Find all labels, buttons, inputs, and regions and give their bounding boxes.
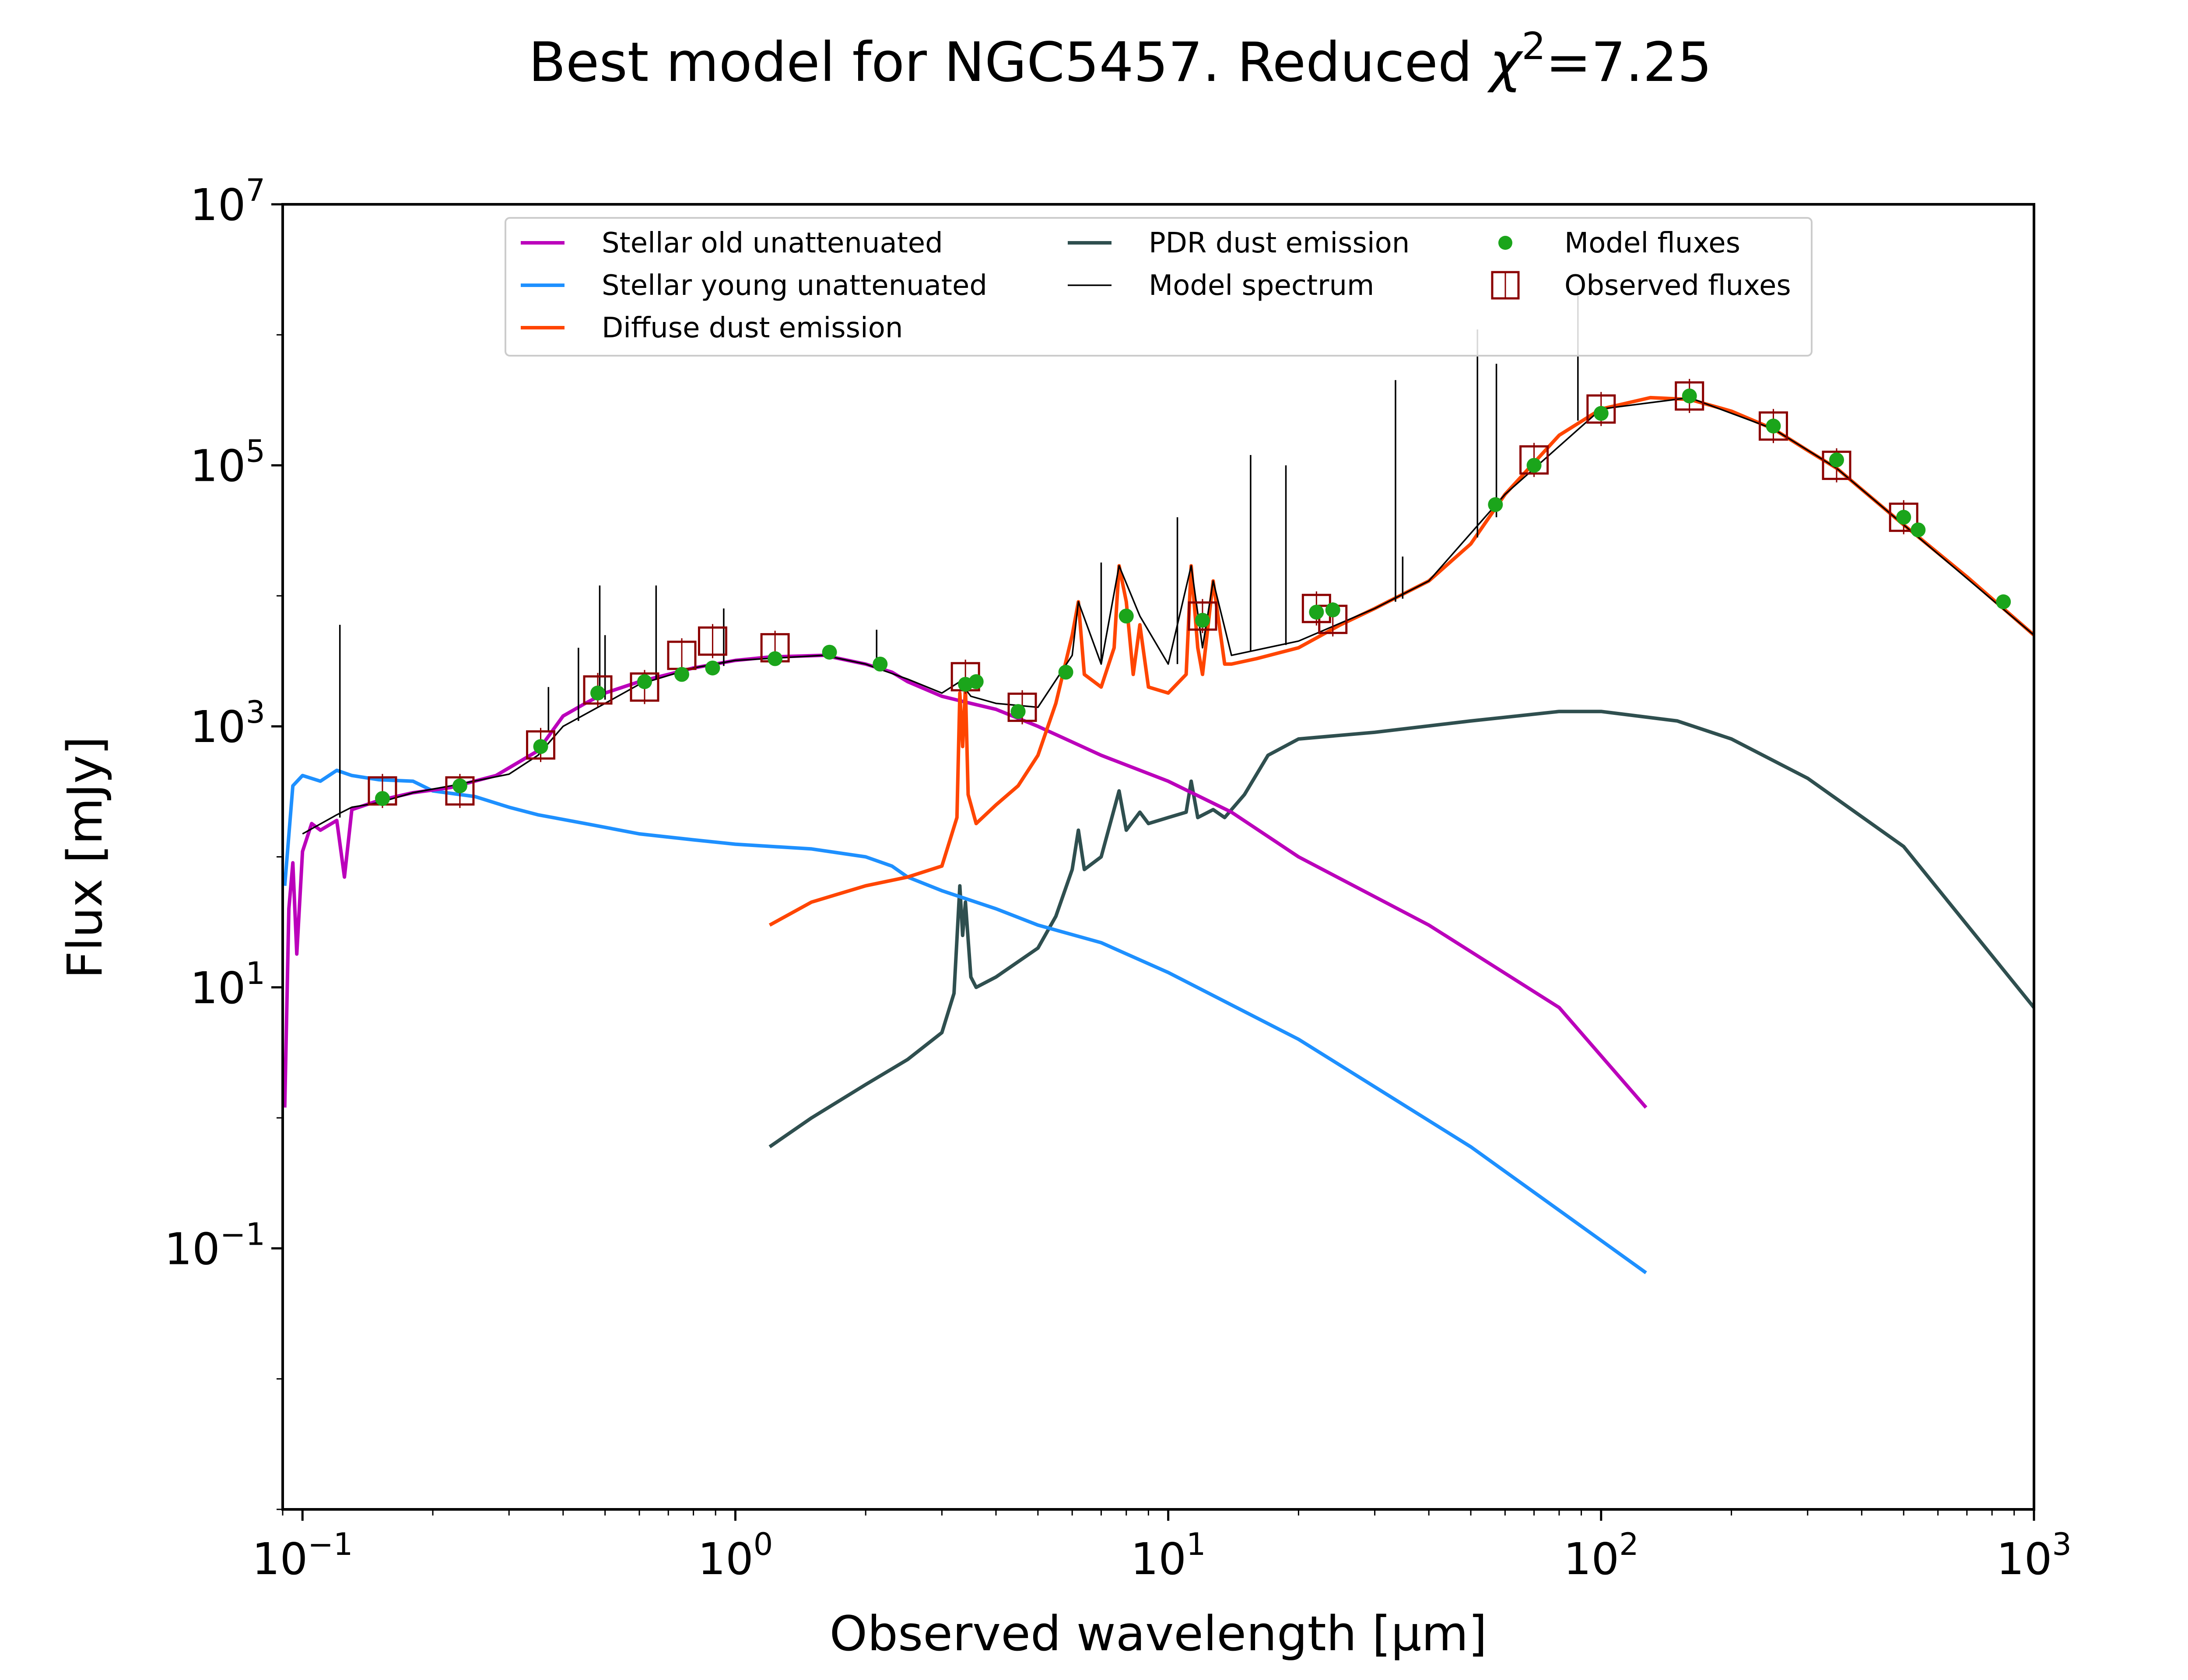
legend: Stellar old unattenuated Stellar young un… (505, 217, 1813, 357)
series-stellar-young-unattenuated (283, 768, 1647, 1274)
model-flux-12 (1010, 704, 1026, 719)
legend-item-6: Observed fluxes (1491, 270, 1791, 302)
model-flux-23 (1829, 452, 1844, 468)
model-flux-20 (1593, 406, 1609, 421)
legend-label-1: Stellar young unattenuated (602, 270, 987, 302)
series-stellar-old-unattenuated (283, 653, 1648, 1109)
legend-label-2: Diffuse dust emission (602, 312, 903, 344)
legend-label-5: Model fluxes (1564, 227, 1740, 259)
model-flux-16 (1309, 605, 1324, 620)
legend-label-0: Stellar old unattenuated (602, 227, 943, 259)
legend-item-3: PDR dust emission (1068, 227, 1410, 259)
model-flux-11 (968, 674, 984, 690)
markers-layer (368, 379, 2011, 808)
model-flux-24 (1896, 510, 1911, 525)
y-tick-label-1: 101 (190, 956, 265, 1014)
legend-item-1: Stellar young unattenuated (521, 270, 987, 302)
model-flux-1 (452, 778, 467, 794)
y-tick-label-2: 103 (190, 694, 265, 752)
model-flux-26 (1996, 594, 2011, 609)
model-flux-7 (768, 651, 783, 666)
legend-label-4: Model spectrum (1149, 270, 1374, 302)
model-flux-6 (705, 660, 720, 676)
x-tick-label-1: 100 (698, 1526, 773, 1585)
model-flux-22 (1766, 418, 1781, 434)
legend-box (505, 217, 1813, 357)
model-flux-9 (873, 656, 888, 672)
model-flux-25 (1911, 522, 1926, 538)
y-tick-label-0: 10−1 (165, 1216, 265, 1274)
model-flux-19 (1526, 458, 1542, 473)
series-pdr-dust-emission (768, 710, 2034, 1148)
legend-item-2: Diffuse dust emission (521, 312, 903, 344)
y-axis-label: Flux [mJy] (57, 736, 113, 979)
series-diffuse-dust-emission (768, 396, 2034, 927)
chart-title: Best model for NGC5457. Reduced χ2=7.25 (529, 24, 1712, 94)
model-flux-2 (533, 739, 548, 754)
x-tick-label-3: 102 (1564, 1526, 1639, 1585)
model-flux-15 (1195, 612, 1210, 628)
y-tick-label-4: 107 (190, 172, 265, 231)
axis-ticks: 10−1 100 101 102 103 10−1 101 103 105 107 (165, 172, 2072, 1585)
x-tick-label-0: 10−1 (252, 1526, 353, 1585)
y-tick-label-3: 105 (190, 434, 265, 492)
x-tick-label-4: 103 (1996, 1526, 2072, 1585)
series-layer (283, 295, 2034, 1274)
model-flux-14 (1119, 609, 1134, 624)
series-model-spectrum (302, 397, 2034, 835)
model-flux-17 (1325, 602, 1340, 618)
model-flux-4 (637, 674, 652, 690)
x-tick-label-2: 101 (1131, 1526, 1206, 1585)
model-flux-21 (1682, 388, 1697, 404)
model-flux-8 (822, 644, 837, 660)
model-flux-3 (590, 686, 606, 701)
legend-label-3: PDR dust emission (1149, 227, 1410, 259)
model-flux-5 (674, 667, 690, 682)
model-flux-13 (1058, 665, 1073, 680)
legend-item-4: Model spectrum (1068, 270, 1374, 302)
legend-swatch-5 (1498, 236, 1512, 250)
legend-label-6: Observed fluxes (1564, 270, 1791, 302)
model-flux-0 (375, 791, 390, 806)
legend-item-5: Model fluxes (1498, 227, 1740, 259)
model-flux-18 (1488, 497, 1503, 512)
legend-item-0: Stellar old unattenuated (521, 227, 943, 259)
x-axis-label: Observed wavelength [μm] (830, 1606, 1487, 1662)
